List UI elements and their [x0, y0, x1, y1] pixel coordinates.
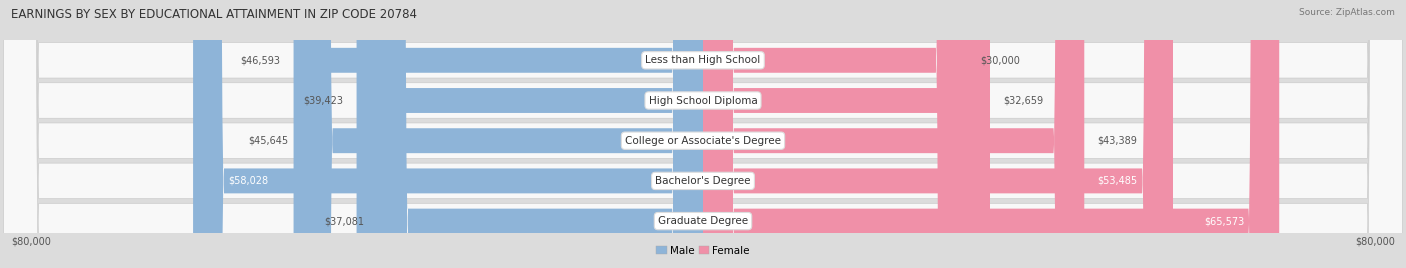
- FancyBboxPatch shape: [703, 0, 1279, 268]
- Text: College or Associate's Degree: College or Associate's Degree: [626, 136, 780, 146]
- FancyBboxPatch shape: [377, 0, 703, 268]
- FancyBboxPatch shape: [3, 0, 1403, 268]
- FancyBboxPatch shape: [703, 0, 1084, 268]
- Text: $65,573: $65,573: [1204, 216, 1244, 226]
- FancyBboxPatch shape: [703, 0, 990, 268]
- Text: $80,000: $80,000: [11, 237, 51, 247]
- Text: $46,593: $46,593: [240, 55, 280, 65]
- FancyBboxPatch shape: [703, 0, 967, 268]
- Text: $45,645: $45,645: [249, 136, 288, 146]
- Text: $43,389: $43,389: [1098, 136, 1137, 146]
- FancyBboxPatch shape: [3, 0, 1403, 268]
- FancyBboxPatch shape: [3, 0, 1403, 268]
- Text: EARNINGS BY SEX BY EDUCATIONAL ATTAINMENT IN ZIP CODE 20784: EARNINGS BY SEX BY EDUCATIONAL ATTAINMEN…: [11, 8, 418, 21]
- Text: $80,000: $80,000: [1355, 237, 1395, 247]
- FancyBboxPatch shape: [3, 0, 1403, 268]
- Text: High School Diploma: High School Diploma: [648, 95, 758, 106]
- Text: $37,081: $37,081: [323, 216, 364, 226]
- Text: $58,028: $58,028: [228, 176, 269, 186]
- Text: Bachelor's Degree: Bachelor's Degree: [655, 176, 751, 186]
- Text: Graduate Degree: Graduate Degree: [658, 216, 748, 226]
- FancyBboxPatch shape: [3, 0, 1403, 268]
- FancyBboxPatch shape: [294, 0, 703, 268]
- FancyBboxPatch shape: [703, 0, 1173, 268]
- Text: $39,423: $39,423: [304, 95, 343, 106]
- Legend: Male, Female: Male, Female: [652, 241, 754, 260]
- Text: $30,000: $30,000: [980, 55, 1019, 65]
- FancyBboxPatch shape: [193, 0, 703, 268]
- Text: Less than High School: Less than High School: [645, 55, 761, 65]
- Text: Source: ZipAtlas.com: Source: ZipAtlas.com: [1299, 8, 1395, 17]
- Text: $53,485: $53,485: [1098, 176, 1137, 186]
- Text: $32,659: $32,659: [1002, 95, 1043, 106]
- FancyBboxPatch shape: [302, 0, 703, 268]
- FancyBboxPatch shape: [357, 0, 703, 268]
